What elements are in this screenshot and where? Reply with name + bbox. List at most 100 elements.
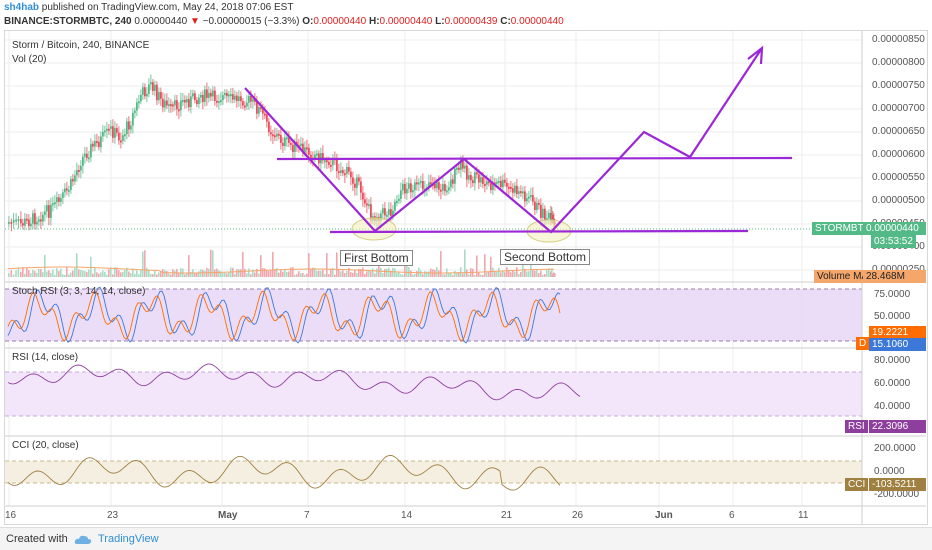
volume-bar [48, 270, 50, 277]
volume-bar [164, 270, 166, 277]
author-link[interactable]: sh4hab [4, 2, 40, 13]
candle-body [128, 121, 130, 130]
candle-body [82, 156, 84, 166]
candle-body [232, 94, 234, 100]
candle-body [154, 84, 156, 91]
candle-body [404, 183, 406, 194]
candle-body [260, 107, 262, 110]
volume-bar [54, 274, 56, 277]
candle-body [410, 183, 412, 193]
volume-bar [334, 274, 336, 277]
volume-bar [144, 250, 146, 277]
candle-body [290, 142, 292, 145]
tradingview-brand-link[interactable]: TradingView [98, 533, 159, 545]
candle-body [64, 188, 66, 193]
volume-bar [86, 272, 88, 277]
volume-bar [464, 249, 466, 277]
candle-body [258, 107, 260, 114]
candle-body [120, 140, 122, 143]
volume-bar [112, 274, 114, 277]
candle-body [170, 104, 172, 107]
volume-bar [306, 273, 308, 277]
volume-bar [138, 274, 140, 277]
time-tick: 14 [401, 510, 413, 521]
volume-bar [346, 270, 348, 277]
first-bottom-label[interactable]: First Bottom [340, 250, 413, 266]
volume-bar [440, 251, 442, 277]
candle-body [402, 183, 404, 191]
volume-bar [84, 270, 86, 277]
candle-body [244, 105, 246, 108]
volume-bar [28, 270, 30, 277]
close-value: 0.00000440 [510, 16, 564, 27]
cci-line [7, 454, 561, 491]
candle-body [450, 179, 452, 188]
volume-bar [308, 253, 310, 277]
volume-bar [268, 270, 270, 277]
volume-bar [392, 267, 394, 277]
candle-body [442, 184, 444, 191]
volume-bar [108, 269, 110, 277]
volume-bar [442, 274, 444, 277]
candle-body [162, 98, 164, 108]
candle-body [458, 167, 460, 170]
volume-bar [142, 251, 144, 277]
chart-frame[interactable] [4, 30, 928, 525]
support-line [329, 229, 749, 234]
candle-body [17, 219, 20, 222]
candle-body [152, 82, 154, 91]
volume-bar [220, 271, 222, 277]
volume-bar [120, 272, 122, 277]
candle-body [346, 166, 348, 174]
candle-body [454, 168, 456, 184]
candle-body [222, 95, 224, 101]
candle-body [250, 96, 252, 102]
volume-bar [518, 274, 520, 277]
second-bottom-label[interactable]: Second Bottom [500, 249, 591, 265]
volume-bar [238, 268, 240, 277]
volume-bar [290, 267, 292, 277]
candle-body [340, 170, 342, 173]
time-tick: 16 [5, 510, 17, 521]
cci-band [5, 461, 862, 483]
candle-body [550, 212, 552, 220]
stoch-d-line [7, 290, 561, 342]
volume-bar [160, 271, 162, 277]
volume-bar [316, 270, 318, 277]
candle-body [512, 188, 514, 193]
candle-body [498, 180, 500, 183]
rsi-band [5, 372, 862, 416]
rsi-tick-40: 40.0000 [874, 401, 911, 412]
volume-bar [314, 268, 316, 277]
published-text: published on TradingView.com, May 24, 20… [41, 2, 294, 13]
volume-bar [550, 271, 552, 277]
candle-body [296, 141, 298, 146]
volume-bar [364, 273, 366, 277]
chart-canvas[interactable] [0, 0, 932, 527]
volume-bar [252, 269, 254, 277]
candle-body [408, 183, 410, 189]
volume-bar [324, 273, 326, 277]
candle-body [486, 181, 488, 185]
candle-body [74, 175, 76, 182]
candle-body [234, 95, 236, 100]
candle-body [294, 141, 296, 153]
candle-body [180, 100, 182, 111]
candle-body [168, 104, 170, 107]
down-arrow-icon: ▼ [190, 16, 200, 27]
candle-body [230, 94, 232, 97]
candle-body [548, 212, 550, 219]
candle-body [15, 219, 17, 222]
volume-bar [264, 268, 266, 277]
candle-body [46, 205, 48, 212]
volume-bar [196, 273, 198, 277]
volume-bar [358, 268, 360, 277]
candle-body [472, 180, 474, 184]
volume-bar [370, 271, 372, 277]
cci-label-tag: CCI [845, 478, 869, 491]
candle-body [482, 177, 484, 184]
stoch-k-tag: 19.2221 [869, 326, 926, 339]
candle-body [196, 100, 198, 104]
candle-body [390, 209, 392, 217]
time-tick: 21 [501, 510, 513, 521]
